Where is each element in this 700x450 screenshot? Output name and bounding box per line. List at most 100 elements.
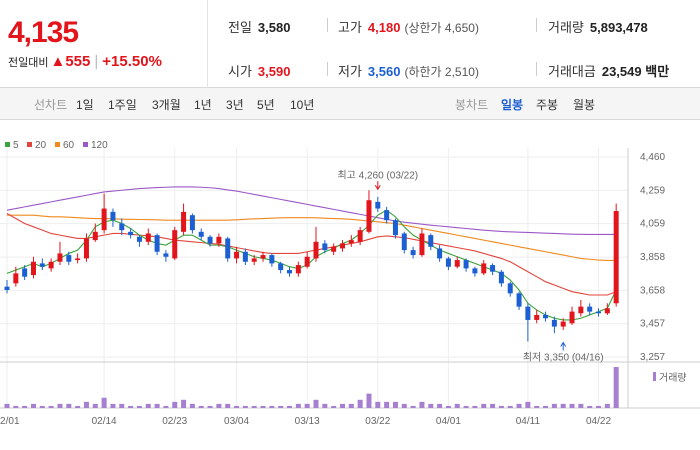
low-annotation: 최저 3,350 (04/16) xyxy=(523,352,604,364)
candle-body xyxy=(278,263,284,271)
change-value: 555 xyxy=(65,53,91,70)
y-tick-label: 3,457 xyxy=(640,319,665,330)
volume-bar xyxy=(287,405,293,408)
high-arrow-head xyxy=(374,184,381,191)
volume-bar xyxy=(30,403,36,408)
volume-bar xyxy=(172,401,178,408)
candle-body xyxy=(401,233,407,251)
volume-bar xyxy=(260,405,266,408)
x-tick-label: 02/14 xyxy=(92,416,117,427)
ma60-line xyxy=(7,214,617,261)
period-daily[interactable]: 일봉 xyxy=(501,98,524,112)
candle-body xyxy=(48,261,54,269)
candle-body xyxy=(30,261,36,276)
candle-body xyxy=(551,319,557,327)
volume-bar xyxy=(543,405,549,408)
volume-bar xyxy=(57,403,63,408)
candle-body xyxy=(92,231,98,241)
range-5y[interactable]: 5년 xyxy=(257,98,275,112)
candle-body xyxy=(260,255,266,259)
candle-body xyxy=(490,265,496,272)
candles xyxy=(4,190,619,342)
candle-body xyxy=(287,270,293,274)
line-chart-label: 선차트 xyxy=(34,98,68,112)
candle-body xyxy=(234,251,240,259)
y-tick-label: 4,259 xyxy=(640,185,665,196)
volume-bar xyxy=(225,403,231,408)
legend-label: 20 xyxy=(35,140,47,151)
candle-body xyxy=(604,308,610,314)
volume-bar xyxy=(304,403,310,408)
x-tick-label: 03/13 xyxy=(295,416,320,427)
candle-body xyxy=(525,306,531,320)
volume-bar xyxy=(234,405,240,408)
volume-bar xyxy=(339,403,345,408)
candle-body xyxy=(392,220,398,236)
candle-body xyxy=(4,286,10,291)
volume-bar xyxy=(278,405,284,408)
period-weekly[interactable]: 주봉 xyxy=(536,98,559,112)
moving-average-lines xyxy=(6,186,617,321)
period-monthly[interactable]: 월봉 xyxy=(573,98,596,112)
volume-bar xyxy=(596,405,602,408)
candle-body xyxy=(57,253,63,262)
candle-body xyxy=(198,231,204,237)
volume-bar xyxy=(136,405,142,408)
trade-amount: 거래대금 23,549 백만 xyxy=(548,64,670,79)
candle-body xyxy=(304,256,310,267)
legend-label: 120 xyxy=(91,140,108,151)
volume-bar xyxy=(410,405,416,408)
volume-bar xyxy=(181,399,187,408)
ma5-line xyxy=(6,209,617,321)
x-tick-label: 02/23 xyxy=(162,416,187,427)
x-axis-labels: 02/01 02/14 02/23 03/04 03/13 03/22 04/01 04/11… xyxy=(0,416,611,427)
candle-body xyxy=(13,273,19,284)
range-10y[interactable]: 10년 xyxy=(290,98,315,112)
range-1y[interactable]: 1년 xyxy=(194,98,212,112)
current-price-box: 4,135 전일대비 ▲555 | +15.50% xyxy=(0,0,208,88)
candle-chart-label: 봉차트 xyxy=(455,98,489,112)
y-tick-label: 3,858 xyxy=(640,252,665,263)
candle-body xyxy=(216,236,222,244)
volume-bar xyxy=(472,405,478,408)
volume-bar xyxy=(463,405,469,408)
candle-body xyxy=(454,260,460,267)
volume-bar xyxy=(119,403,125,408)
volume-bar xyxy=(587,405,593,408)
volume-bar xyxy=(189,403,195,408)
volume-bar xyxy=(578,403,584,408)
candle-body xyxy=(225,238,231,259)
chart-background xyxy=(0,120,700,450)
candle-body xyxy=(251,258,257,262)
range-1d[interactable]: 1일 xyxy=(76,98,94,112)
range-3m[interactable]: 3개월 xyxy=(152,98,181,112)
range-1w[interactable]: 1주일 xyxy=(108,98,137,112)
candle-body xyxy=(481,263,487,274)
volume-bar xyxy=(154,403,160,408)
candle-body xyxy=(543,314,549,319)
candle-body xyxy=(269,255,275,264)
volume-bar xyxy=(145,403,151,408)
volume-bar xyxy=(498,405,504,408)
volume-bar xyxy=(516,403,522,408)
candle-body xyxy=(207,236,213,244)
x-tick-label: 04/01 xyxy=(436,416,461,427)
candle-body xyxy=(578,306,584,314)
candle-body xyxy=(128,231,134,236)
range-3y[interactable]: 3년 xyxy=(226,98,244,112)
volume-bar xyxy=(481,403,487,408)
volume-bar xyxy=(375,401,381,408)
volume-bar xyxy=(419,401,425,408)
candle-body xyxy=(145,233,151,242)
open-price: 시가 3,590 xyxy=(228,64,291,79)
volume-bar xyxy=(198,405,204,408)
candle-body xyxy=(366,200,372,232)
volume-bar xyxy=(507,405,513,408)
volume-bar xyxy=(216,403,222,408)
candle-body xyxy=(348,240,354,244)
candle-body xyxy=(83,238,89,259)
x-tick-label: 03/22 xyxy=(365,416,390,427)
legend-label: 5 xyxy=(13,140,19,151)
candle-body xyxy=(163,253,169,257)
x-tick-label: 02/01 xyxy=(0,416,20,427)
